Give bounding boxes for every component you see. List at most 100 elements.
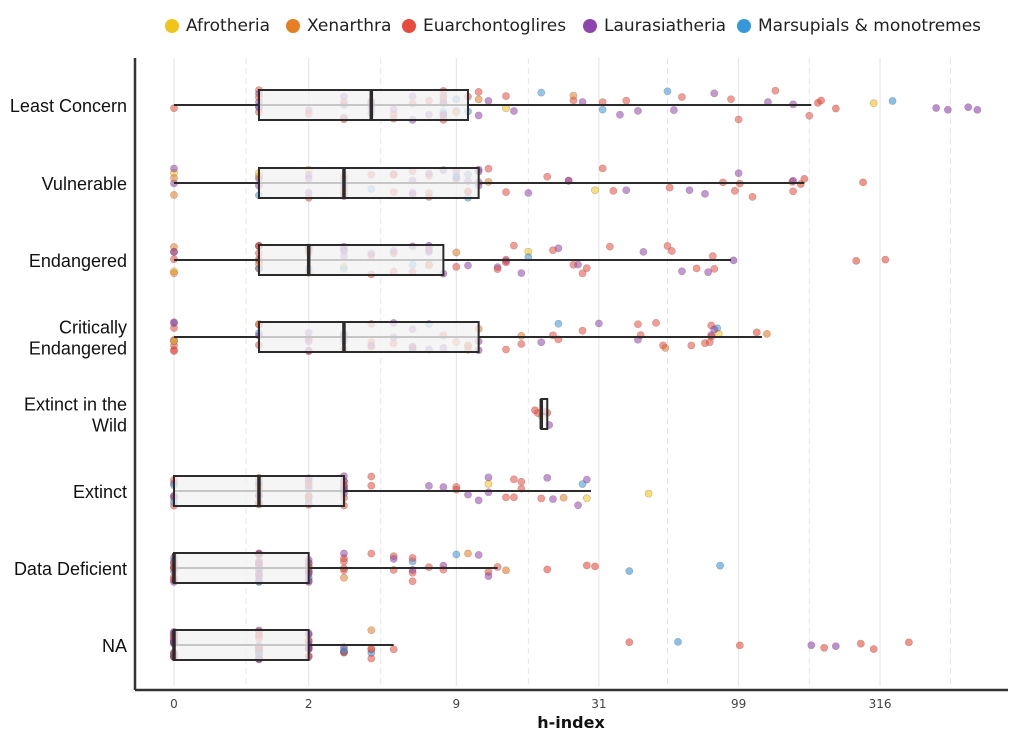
data-point (710, 325, 719, 334)
y-tick-label: Extinct (73, 482, 127, 502)
data-point (582, 494, 591, 503)
outlier-point (859, 178, 867, 187)
data-point (484, 164, 493, 173)
data-point (537, 494, 546, 503)
outlier-point (502, 566, 510, 575)
legend-label: Euarchontoglires (423, 16, 567, 36)
data-point (452, 248, 461, 257)
data-point (805, 111, 814, 120)
data-point (517, 477, 526, 486)
data-point (484, 178, 493, 186)
y-tick-text: Wild (92, 416, 127, 436)
data-point (710, 264, 719, 273)
data-point (517, 332, 526, 340)
outlier-point (817, 96, 825, 105)
data-point (484, 97, 493, 105)
data-point (170, 319, 178, 327)
outlier-point (869, 645, 878, 653)
data-point (598, 164, 607, 173)
y-tick-text: Critically (59, 318, 127, 338)
data-point (510, 107, 518, 115)
data-point (678, 267, 686, 276)
y-tick-label: NA (102, 636, 127, 656)
data-point (517, 340, 526, 348)
data-point (622, 186, 631, 195)
data-point (609, 186, 618, 195)
data-point (452, 550, 461, 559)
data-point (452, 485, 461, 494)
data-point (367, 549, 376, 558)
outlier-point (831, 104, 840, 113)
y-tick-text: NA (102, 636, 127, 656)
legend-swatch (583, 19, 597, 33)
outlier-point (763, 329, 771, 338)
box (173, 552, 310, 584)
legend-item: Euarchontoglires (402, 12, 566, 40)
outlier-point (716, 561, 725, 570)
data-point (170, 247, 178, 256)
data-point (484, 572, 493, 581)
data-point (594, 319, 603, 328)
data-point (734, 115, 743, 124)
data-point (493, 265, 502, 273)
data-point (484, 479, 493, 488)
y-tick-text: Endangered (29, 251, 127, 271)
box (173, 629, 310, 661)
data-point (670, 106, 678, 114)
data-point (389, 555, 398, 563)
outlier-point (904, 638, 913, 647)
y-tick-label: Vulnerable (42, 174, 127, 194)
outlier-point (800, 174, 809, 183)
outlier-point (543, 565, 552, 574)
outlier-point (820, 643, 829, 652)
x-tick-label: 0 (170, 697, 178, 711)
y-tick-text: Endangered (29, 339, 127, 359)
data-point (389, 645, 398, 654)
data-point (582, 264, 591, 273)
data-point (464, 261, 472, 270)
outlier-point (674, 637, 682, 646)
x-tick-label: 99 (731, 697, 746, 711)
outlier-point (881, 255, 890, 264)
data-point (687, 341, 696, 350)
outlier-point (729, 256, 738, 265)
data-point (569, 91, 578, 100)
grid (173, 58, 951, 686)
legend-label: Marsupials & monotremes (758, 16, 982, 36)
data-point (502, 345, 510, 354)
data-point (543, 172, 552, 181)
data-point (549, 495, 557, 503)
data-point (622, 96, 631, 105)
data-point (340, 549, 348, 558)
x-tick-label: 2 (305, 697, 313, 711)
legend-item: Xenarthra (286, 12, 391, 40)
data-point (616, 110, 624, 119)
data-point (474, 496, 483, 505)
outlier-point (752, 328, 761, 337)
legend: Afrotheria Xenarthra Euarchontoglires Laura… (0, 12, 1015, 42)
data-point (730, 187, 739, 195)
data-point (667, 247, 676, 255)
y-tick-text: Extinct (73, 482, 127, 502)
outlier-point (644, 489, 653, 498)
data-point (340, 646, 348, 654)
data-point (474, 87, 483, 96)
outlier-point (625, 638, 634, 647)
data-point (678, 93, 686, 101)
data-point (484, 473, 493, 482)
data-point (170, 337, 178, 346)
y-tick-text: Data Deficient (14, 559, 127, 579)
y-tick-text: Vulnerable (42, 174, 127, 194)
data-point (170, 269, 178, 278)
data-point (708, 252, 717, 261)
data-point (652, 318, 660, 327)
data-point (543, 473, 552, 482)
data-point (510, 493, 518, 502)
data-point (727, 95, 735, 104)
data-point (685, 186, 694, 195)
data-point (663, 242, 672, 250)
y-tick-text: Extinct in the (24, 395, 127, 415)
data-point (634, 106, 642, 115)
